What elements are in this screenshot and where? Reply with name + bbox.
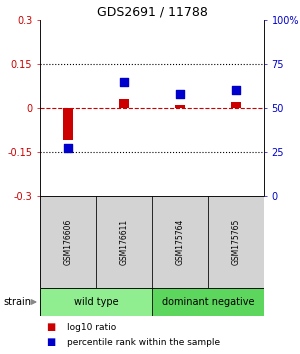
Title: GDS2691 / 11788: GDS2691 / 11788 [97,6,207,19]
Bar [63,108,73,140]
Point [66,145,70,151]
Bar [96,196,152,288]
Bar [152,288,264,316]
Bar [208,196,264,288]
Text: wild type: wild type [74,297,118,307]
Bar [175,105,185,108]
Text: percentile rank within the sample: percentile rank within the sample [67,338,220,347]
Text: GSM175765: GSM175765 [232,219,241,265]
Text: strain: strain [3,297,31,307]
Point [234,87,239,93]
Text: GSM176606: GSM176606 [64,219,73,265]
Bar [152,196,208,288]
Text: GSM175764: GSM175764 [176,219,184,265]
Point [178,91,182,97]
Text: dominant negative: dominant negative [162,297,254,307]
Text: ■: ■ [46,337,55,348]
Bar [231,102,241,108]
Bar [119,99,129,108]
Bar [40,288,152,316]
Text: GSM176611: GSM176611 [119,219,128,265]
Bar [40,196,96,288]
Text: ■: ■ [46,322,55,332]
Text: log10 ratio: log10 ratio [67,323,116,332]
Point [122,79,126,85]
